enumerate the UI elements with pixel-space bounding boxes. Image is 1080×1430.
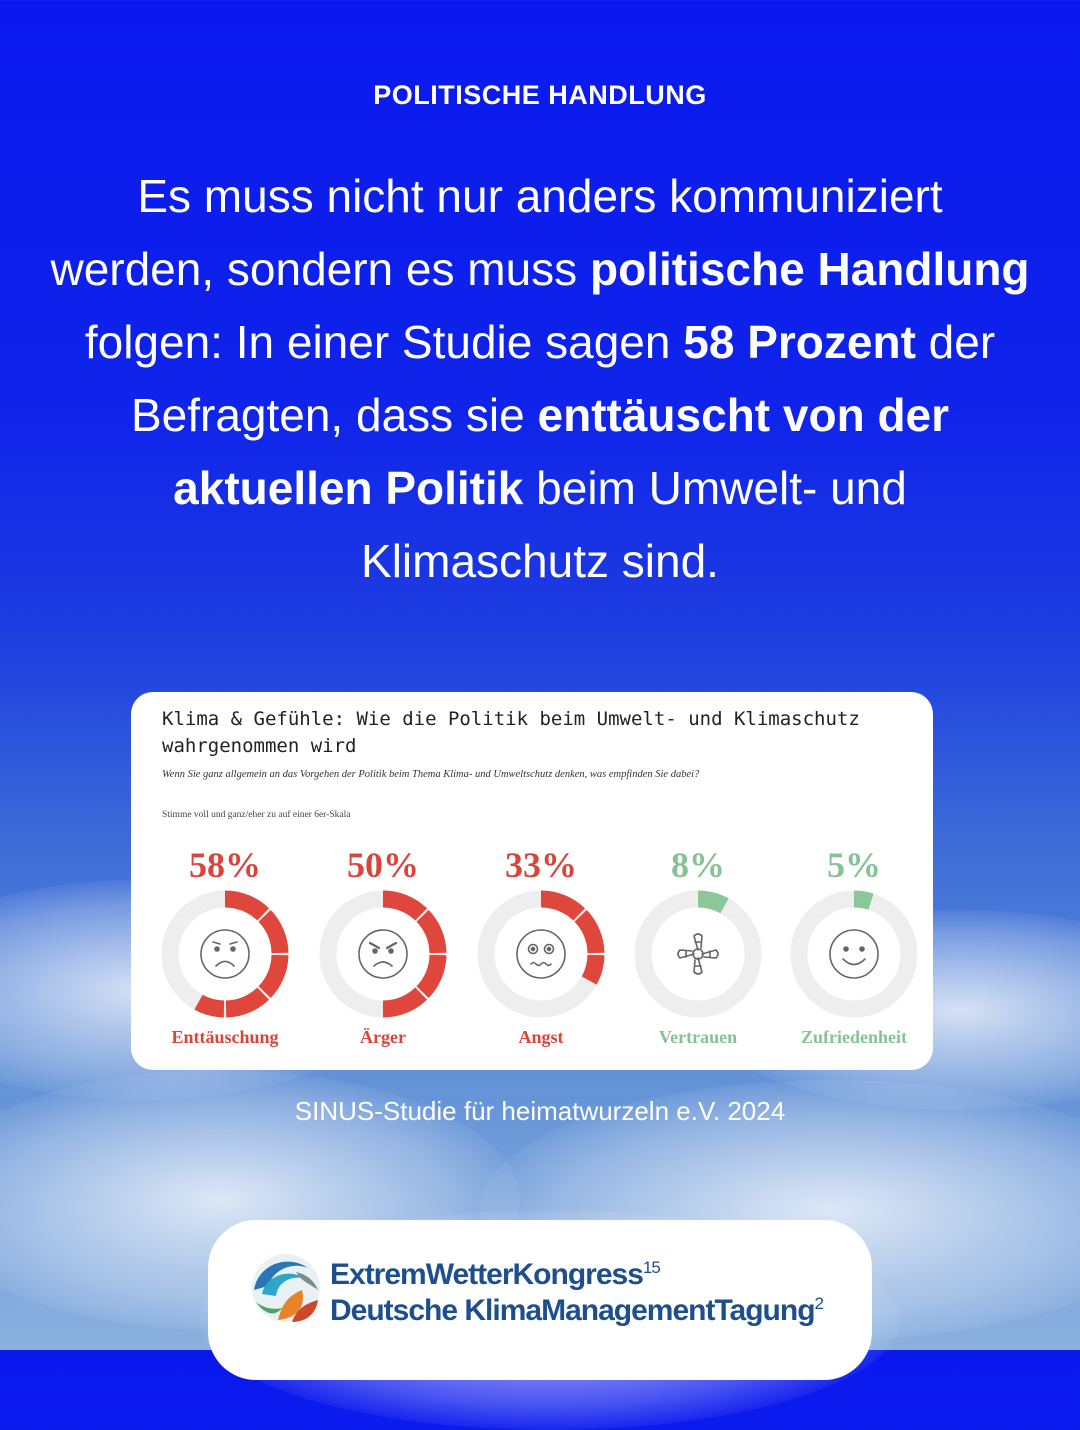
footer-logo-panel: ExtremWetterKongress15 Deutsche KlimaMan… — [208, 1220, 872, 1380]
category-label-angst: Angst — [518, 1027, 563, 1047]
category-label-vertrauen: Vertrauen — [659, 1027, 737, 1047]
donut-value-arc-angst-1 — [574, 909, 605, 954]
donut-value-arc-angst-2 — [581, 954, 605, 985]
logo-line-1-text: ExtremWetterKongress — [330, 1258, 644, 1291]
category-label-zufriedenheit: Zufriedenheit — [801, 1027, 907, 1047]
logo-line-1-sup: 15 — [642, 1258, 661, 1277]
chart-scale-note: Stimme voll und ganz/eher zu auf einer 6… — [162, 810, 351, 820]
category-label-aerger: Ärger — [360, 1027, 406, 1047]
chart-title: Klima & Gefühle: Wie die Politik beim Um… — [162, 708, 860, 757]
donut-value-arc-enttaeuschung-0 — [224, 890, 270, 921]
value-label-angst: 33% — [505, 845, 577, 885]
donut-value-arc-aerger-3 — [382, 987, 428, 1018]
headline-text-3: der Befragten, dass sie — [130, 316, 996, 441]
donut-track-enttaeuschung — [161, 890, 289, 1018]
donut-value-arc-enttaeuschung-3 — [225, 987, 270, 1018]
donut-track-zufriedenheit — [790, 890, 918, 1018]
value-label-aerger: 50% — [347, 845, 419, 885]
logo-line-2-sup: 2 — [814, 1294, 825, 1313]
headline: Es muss nicht nur anders kommuniziert we… — [50, 160, 1030, 598]
kongress-logo-icon — [252, 1254, 320, 1322]
category-label-enttaeuschung: Enttäuschung — [171, 1027, 278, 1047]
donut-track-angst — [477, 890, 605, 1018]
sad-face-icon — [200, 929, 250, 979]
angry-face-icon — [358, 929, 408, 979]
donut-value-arc-angst-0 — [540, 890, 586, 921]
value-label-zufriedenheit: 5% — [827, 845, 881, 885]
donut-value-arc-enttaeuschung-2 — [258, 954, 289, 999]
logo-line-2-text: Deutsche KlimaManagementTagung — [330, 1294, 816, 1327]
donut-value-arc-zufriedenheit-0 — [853, 890, 874, 910]
donut-value-arc-aerger-2 — [416, 954, 447, 999]
logo-line-1: ExtremWetterKongress15 — [330, 1258, 661, 1292]
donut-track-vertrauen — [634, 890, 762, 1018]
donut-value-arc-vertrauen-0 — [697, 890, 729, 914]
chart-question: Wenn Sie ganz allgemein an das Vorgehen … — [162, 769, 700, 780]
headline-text-2: folgen: In einer Studie sagen — [84, 316, 684, 368]
donut-value-arc-aerger-1 — [416, 909, 447, 954]
donut-track-aerger — [319, 890, 447, 1018]
donut-value-arc-aerger-0 — [382, 890, 428, 921]
anxious-face-icon — [516, 929, 566, 979]
joined-hands-icon — [677, 933, 719, 975]
donut-value-arc-enttaeuschung-1 — [258, 909, 289, 954]
headline-text-4: beim Umwelt- und Klimaschutz sind. — [361, 462, 907, 587]
headline-text-1: Es muss nicht nur anders kommuniziert we… — [50, 170, 943, 295]
value-label-enttaeuschung: 58% — [189, 845, 261, 885]
logo-line-2: Deutsche KlimaManagementTagung2 — [330, 1294, 825, 1328]
donut-chart: 58% Enttäuschung 50% Ärger 33% Angst 8% Vertrau… — [161, 845, 918, 1047]
value-label-vertrauen: 8% — [671, 845, 725, 885]
chart-card: Klima & Gefühle: Wie die Politik beim Um… — [131, 692, 933, 1070]
donut-value-arc-enttaeuschung-4 — [194, 994, 225, 1018]
happy-face-icon — [829, 929, 879, 979]
source-caption: SINUS-Studie für heimatwurzeln e.V. 2024 — [294, 1096, 786, 1126]
headline-bold-2: 58 Prozent — [683, 316, 916, 368]
headline-bold-1: politische Handlung — [589, 243, 1030, 295]
kicker-label: POLITISCHE HANDLUNG — [373, 80, 707, 110]
headline-bold-3: enttäuscht von der aktuellen Politik — [173, 389, 950, 514]
